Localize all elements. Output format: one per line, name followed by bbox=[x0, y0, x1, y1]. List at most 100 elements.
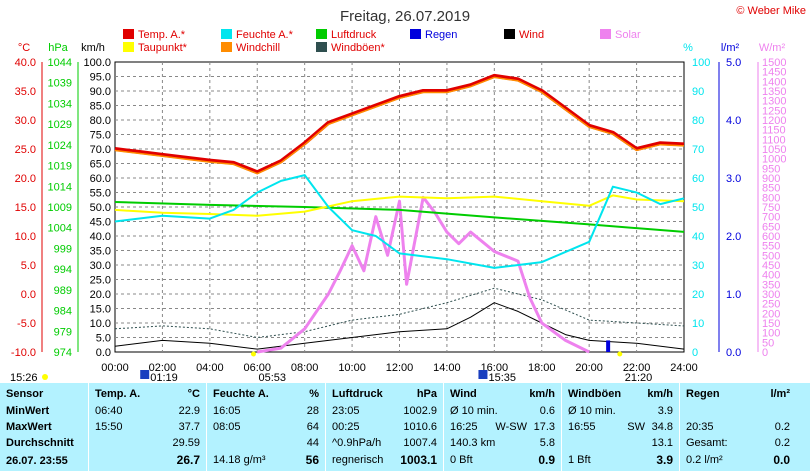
series-feuchte-a-line bbox=[114, 174, 685, 269]
gust-unit: km/h bbox=[647, 388, 673, 400]
gust-max: 34.8 bbox=[651, 421, 673, 433]
humidity-column: Feuchte A.% 16:05 28 08:05 64 44 14.18 g/m… bbox=[207, 383, 325, 471]
gust-bft: 1 Bft bbox=[568, 454, 591, 466]
temp-tick-label: 30.0 bbox=[15, 115, 36, 127]
wind-tick-label: 70.0 bbox=[90, 144, 111, 156]
wind-tick-label: 40.0 bbox=[90, 231, 111, 243]
hum-abs: 14.18 g/m³ bbox=[213, 454, 266, 466]
press-min: 1002.9 bbox=[403, 405, 437, 417]
legend-label: Regen bbox=[425, 29, 457, 41]
temp-tick-label: 5.0 bbox=[21, 260, 36, 272]
temp-tick-label: 20.0 bbox=[15, 173, 36, 185]
gust-avg: 13.1 bbox=[651, 437, 673, 449]
x-tick-label: 08:00 bbox=[291, 362, 319, 374]
legend-label: Windböen* bbox=[331, 42, 386, 54]
series-luftdruck-line bbox=[114, 201, 685, 233]
solar-tick-label: 1050 bbox=[762, 144, 786, 156]
humidity-tick-label: 60 bbox=[692, 173, 704, 185]
sunrise-icon bbox=[250, 351, 256, 357]
pressure-tick-label: 1009 bbox=[48, 202, 72, 214]
wind-tick-label: 60.0 bbox=[90, 173, 111, 185]
gust-max-time: 16:55 bbox=[568, 421, 596, 433]
x-tick-label: 22:00 bbox=[623, 362, 651, 374]
humidity-tick-label: 50 bbox=[692, 202, 704, 214]
temp-avg: 29.59 bbox=[172, 437, 200, 449]
wind-tick-label: 30.0 bbox=[90, 260, 111, 272]
pressure-tick-label: 979 bbox=[54, 326, 72, 338]
sun-icon bbox=[42, 374, 48, 380]
wind-tick-label: 15.0 bbox=[90, 304, 111, 316]
solar-tick-label: 100 bbox=[762, 328, 780, 340]
solar-tick-label: 1100 bbox=[762, 134, 786, 146]
temp-min-time: 06:40 bbox=[95, 405, 123, 417]
legend: Temp. A.* Feuchte A.* Luftdruck Regen Wind So… bbox=[123, 29, 641, 54]
x-tick-label: 24:00 bbox=[670, 362, 698, 374]
solar-tick-label: 1300 bbox=[762, 96, 786, 108]
gust-min: 3.9 bbox=[657, 405, 673, 417]
pressure-tick-label: 974 bbox=[54, 347, 72, 359]
pressure-tick-label: 1039 bbox=[48, 78, 72, 90]
hum-unit: % bbox=[309, 388, 319, 400]
pressure-tick-label: 1029 bbox=[48, 119, 72, 131]
wind-unit-label: km/h bbox=[81, 42, 105, 54]
copyright-text: © Weber Mike bbox=[736, 5, 806, 17]
hum-min-time: 16:05 bbox=[213, 405, 241, 417]
gust-max-dir: SW bbox=[627, 421, 645, 433]
humidity-tick-label: 40 bbox=[692, 231, 704, 243]
series-windchill-line bbox=[114, 76, 685, 175]
legend-swatch bbox=[504, 29, 515, 39]
chart-title: Freitag, 26.07.2019 bbox=[340, 8, 470, 25]
pressure-tick-label: 1044 bbox=[48, 57, 72, 69]
solar-tick-label: 300 bbox=[762, 289, 780, 301]
solar-tick-label: 850 bbox=[762, 183, 780, 195]
temp-tick-label: -5.0 bbox=[17, 318, 36, 330]
rain-max-time: 20:35 bbox=[686, 421, 714, 433]
wind-tick-label: 25.0 bbox=[90, 275, 111, 287]
pressure-tick-label: 1014 bbox=[48, 181, 72, 193]
gust-current: 3.9 bbox=[656, 453, 673, 467]
pressure-column: Luftdruck hPa 23:05 1002.9 00:25 1010.6 ^0.… bbox=[326, 383, 443, 471]
press-max-time: 00:25 bbox=[332, 421, 360, 433]
pressure-tick-label: 1034 bbox=[48, 98, 72, 110]
solar-tick-label: 150 bbox=[762, 318, 780, 330]
plot-area bbox=[114, 73, 685, 354]
rain-max: 0.2 bbox=[774, 421, 790, 433]
gust-min-label: Ø 10 min. bbox=[568, 405, 616, 417]
temp-tick-label: 0.0 bbox=[21, 289, 36, 301]
solar-tick-label: 1400 bbox=[762, 76, 786, 88]
wind-avg: 5.8 bbox=[539, 437, 555, 449]
time-markers: 15:26 01:19 05:53 15:35 21:20 bbox=[10, 351, 652, 383]
press-max: 1010.6 bbox=[403, 421, 437, 433]
humidity-tick-label: 90 bbox=[692, 86, 704, 98]
gust-column: Windböen km/h Ø 10 min. 3.9 16:55 SW 34.8 13… bbox=[562, 383, 679, 471]
wind-tick-label: 55.0 bbox=[90, 188, 111, 200]
temp-max-time: 15:50 bbox=[95, 421, 123, 433]
temp-tick-label: 25.0 bbox=[15, 144, 36, 156]
solar-tick-label: 450 bbox=[762, 260, 780, 272]
wind-max: 17.3 bbox=[533, 421, 555, 433]
x-tick-label: 02:00 bbox=[149, 362, 177, 374]
temp-tick-label: 10.0 bbox=[15, 231, 36, 243]
wind-tick-label: 45.0 bbox=[90, 217, 111, 229]
x-tick-label: 00:00 bbox=[101, 362, 129, 374]
wind-tick-label: 65.0 bbox=[90, 159, 111, 171]
humidity-tick-label: 100 bbox=[692, 57, 710, 69]
moonrise-time: 15:35 bbox=[488, 372, 516, 383]
rain-tick-label: 0.0 bbox=[726, 347, 741, 359]
legend-swatch bbox=[123, 29, 134, 39]
solar-tick-label: 700 bbox=[762, 212, 780, 224]
wind-current: 0.9 bbox=[538, 453, 555, 467]
temp-tick-label: 40.0 bbox=[15, 57, 36, 69]
solar-tick-label: 0 bbox=[762, 347, 768, 359]
x-tick-label: 10:00 bbox=[338, 362, 366, 374]
press-min-time: 23:05 bbox=[332, 405, 360, 417]
axes: 00:00 02:00 04:00 06:00 08:00 10:00 12:00 14:00… bbox=[11, 42, 787, 374]
row-max: MaxWert bbox=[6, 421, 52, 433]
rain-header: Regen bbox=[686, 388, 720, 400]
rain-unit: l/m² bbox=[770, 388, 790, 400]
rain-bar bbox=[606, 340, 611, 352]
series-wind-line bbox=[114, 302, 685, 350]
temp-unit: °C bbox=[187, 388, 200, 400]
legend-label: Luftdruck bbox=[331, 29, 377, 41]
humidity-unit-label: % bbox=[683, 42, 693, 54]
